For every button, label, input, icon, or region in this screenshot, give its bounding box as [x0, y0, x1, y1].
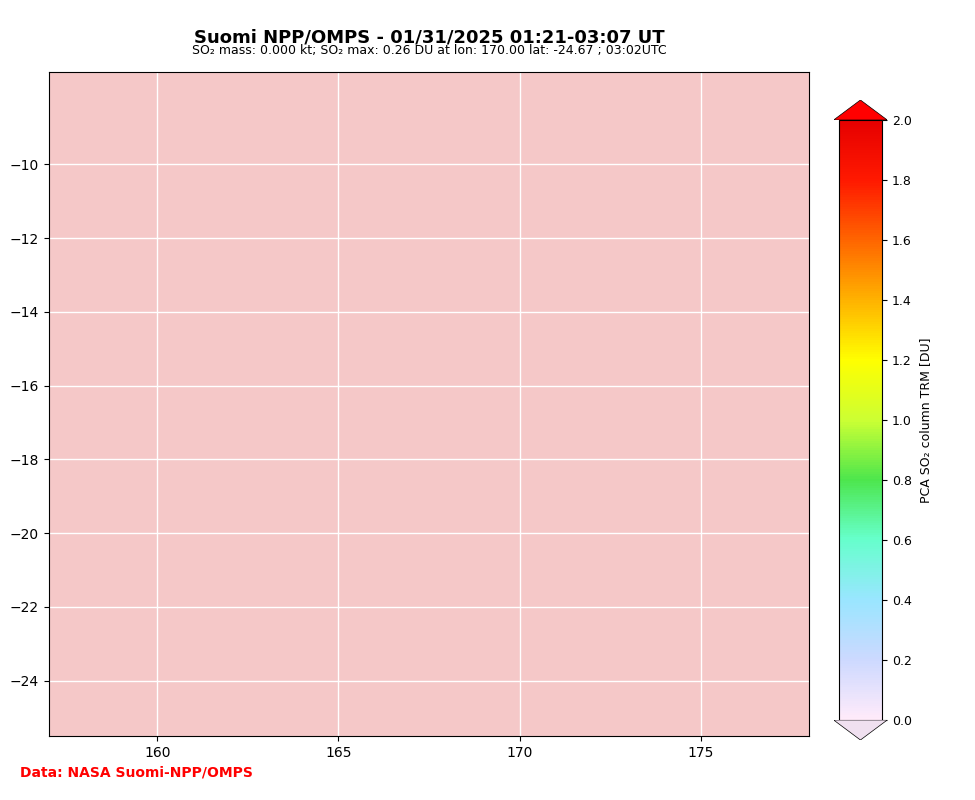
Text: SO₂ mass: 0.000 kt; SO₂ max: 0.26 DU at lon: 170.00 lat: -24.67 ; 03:02UTC: SO₂ mass: 0.000 kt; SO₂ max: 0.26 DU at …	[192, 44, 666, 57]
Polygon shape	[834, 100, 887, 120]
Y-axis label: PCA SO₂ column TRM [DU]: PCA SO₂ column TRM [DU]	[919, 338, 932, 502]
Text: Suomi NPP/OMPS - 01/31/2025 01:21-03:07 UT: Suomi NPP/OMPS - 01/31/2025 01:21-03:07 …	[194, 28, 664, 46]
Text: Data: NASA Suomi-NPP/OMPS: Data: NASA Suomi-NPP/OMPS	[20, 766, 253, 780]
Polygon shape	[834, 720, 887, 740]
